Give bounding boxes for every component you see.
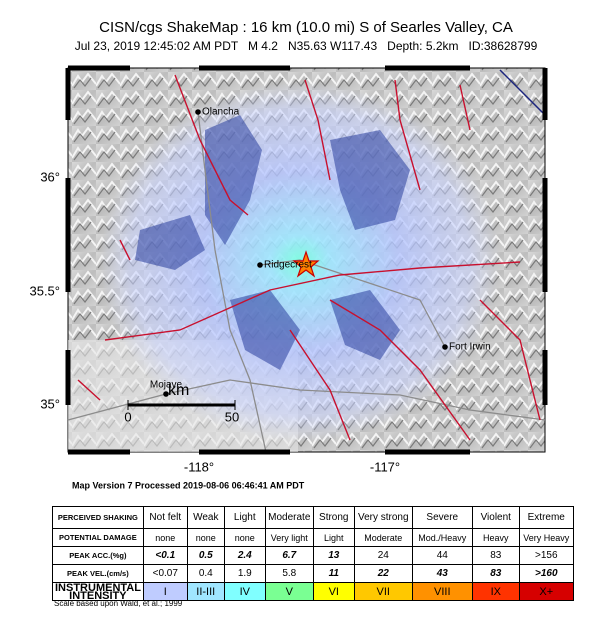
epicenter	[292, 250, 320, 278]
legend-cell: none	[142, 528, 188, 547]
legend-cell: 6.7	[264, 546, 314, 565]
lat-label: 35.5°	[29, 283, 60, 298]
legend-row: INSTRUMENTAL INTENSITY I II-III IV V VI VII VII…	[52, 582, 574, 601]
legend-cell: 83	[471, 564, 520, 583]
legend-cell: Not felt	[142, 506, 188, 529]
lon-label: -117°	[370, 459, 400, 474]
legend-cell: 44	[411, 546, 473, 565]
place-dot	[442, 344, 448, 350]
legend-cell: X+	[518, 582, 574, 601]
legend-cell: none	[223, 528, 266, 547]
legend-row: PEAK VEL.(cm/s) <0.07 0.4 1.9 5.8 11 22 43 83 >16…	[52, 564, 574, 583]
roads	[67, 111, 546, 453]
place-label: Mojave	[150, 380, 183, 391]
legend-cell: Violent	[471, 506, 520, 529]
place-dot	[195, 109, 201, 115]
legend-cell: <0.07	[142, 564, 188, 583]
scale-tick: 50	[225, 409, 239, 424]
legend-cell: Mod./Heavy	[411, 528, 473, 547]
legend-cell: V	[264, 582, 314, 601]
legend-cell: I	[142, 582, 188, 601]
legend-cell: <0.1	[142, 546, 188, 565]
frame-ticks	[65, 65, 548, 455]
place-dot	[257, 262, 263, 268]
legend-cell: none	[186, 528, 225, 547]
row-label: POTENTIAL DAMAGE	[52, 528, 144, 547]
place-dot	[163, 391, 169, 397]
lat-label: 35°	[40, 396, 60, 411]
legend-cell: 0.5	[186, 546, 225, 565]
legend-cell: VIII	[411, 582, 473, 601]
legend-cell: 43	[411, 564, 473, 583]
legend-cell: >160	[518, 564, 574, 583]
legend-cell: 1.9	[223, 564, 266, 583]
processed: Map Version 7 Processed 2019-08-06 06:46…	[72, 480, 305, 490]
scale-bar	[127, 400, 236, 410]
legend-cell: VI	[312, 582, 355, 601]
legend-cell: 2.4	[223, 546, 266, 565]
place-label: Fort Irwin	[449, 342, 491, 353]
legend-cell: IV	[223, 582, 266, 601]
lat-label: 36°	[40, 169, 60, 184]
intensity-relief	[135, 115, 410, 370]
shakemap: CISN/cgs ShakeMap : 16 km (10.0 mi) S of…	[29, 19, 548, 490]
legend-cell: Very strong	[353, 506, 413, 529]
scale-unit: km	[168, 382, 189, 399]
footnote: Scale based upon Wald, et al.; 1999	[54, 599, 183, 608]
legend-cell: Very light	[264, 528, 314, 547]
legend-row: POTENTIAL DAMAGE none none none Very light Li…	[52, 528, 574, 547]
legend-cell: Severe	[411, 506, 473, 529]
legend-cell: 13	[312, 546, 355, 565]
legend-cell: Very Heavy	[518, 528, 574, 547]
legend-cell: 22	[353, 564, 413, 583]
row-label: PEAK ACC.(%g)	[52, 546, 144, 565]
legend-cell: 24	[353, 546, 413, 565]
subtitle: Jul 23, 2019 12:45:02 AM PDT M 4.2 N35.6…	[75, 39, 538, 53]
legend-cell: Strong	[312, 506, 355, 529]
legend-cell: IX	[471, 582, 520, 601]
legend-cell: Heavy	[471, 528, 520, 547]
legend-cell: Moderate	[353, 528, 413, 547]
legend-cell: Light	[223, 506, 266, 529]
legend-row: PEAK ACC.(%g) <0.1 0.5 2.4 6.7 13 24 44 83 >156	[52, 546, 574, 565]
legend-cell: II-III	[186, 582, 225, 601]
legend-cell: Weak	[186, 506, 225, 529]
legend-cell: 11	[312, 564, 355, 583]
place-label: Ridgecrest	[264, 260, 312, 271]
lon-label: -118°	[184, 459, 214, 474]
legend-cell: Extreme	[518, 506, 574, 529]
legend-cell: 83	[471, 546, 520, 565]
title: CISN/cgs ShakeMap : 16 km (10.0 mi) S of…	[99, 19, 513, 36]
scale-tick: 0	[124, 409, 131, 424]
row-label: PEAK VEL.(cm/s)	[52, 564, 144, 583]
legend-cell: Light	[312, 528, 355, 547]
legend-row: PERCEIVED SHAKING Not felt Weak Light Modera…	[52, 506, 574, 529]
legend-cell: 5.8	[264, 564, 314, 583]
faults	[77, 74, 541, 441]
legend-cell: Moderate	[264, 506, 314, 529]
intensity-legend: PERCEIVED SHAKING Not felt Weak Light Modera…	[52, 506, 574, 601]
legend-cell: VII	[353, 582, 413, 601]
row-label: INSTRUMENTAL INTENSITY	[52, 582, 144, 601]
row-label: PERCEIVED SHAKING	[52, 506, 144, 529]
place-label: Olancha	[202, 107, 240, 118]
legend-cell: 0.4	[186, 564, 225, 583]
boundary	[499, 69, 546, 116]
legend-cell: >156	[518, 546, 574, 565]
